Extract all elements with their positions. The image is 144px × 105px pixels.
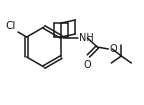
Text: O: O (109, 44, 117, 54)
Text: O: O (84, 60, 91, 70)
Text: NH: NH (79, 33, 94, 43)
Text: Cl: Cl (6, 21, 16, 31)
